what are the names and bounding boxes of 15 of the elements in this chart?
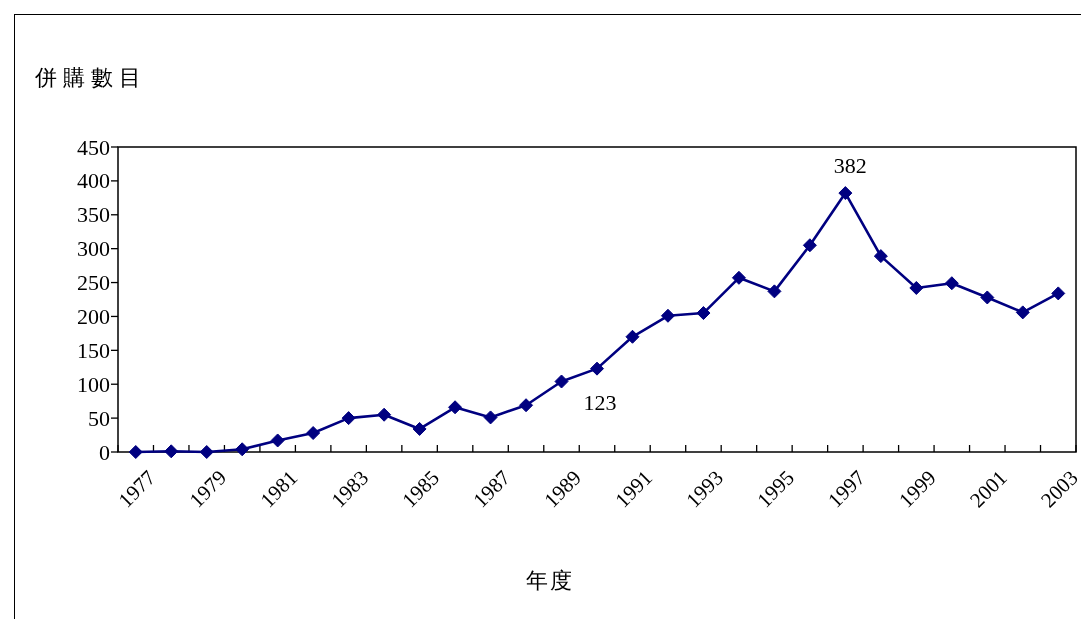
y-tick-label: 350 bbox=[77, 202, 110, 228]
y-tick-label: 250 bbox=[77, 270, 110, 296]
x-axis-title: 年度 bbox=[526, 567, 574, 593]
y-tick-label: 150 bbox=[77, 337, 110, 363]
y-tick-label: 0 bbox=[99, 439, 110, 465]
y-tick-label: 100 bbox=[77, 371, 110, 397]
y-tick-label: 200 bbox=[77, 303, 110, 329]
y-tick-label: 300 bbox=[77, 236, 110, 262]
data-label: 123 bbox=[583, 390, 617, 416]
y-axis-title: 併購數目 bbox=[35, 64, 147, 90]
y-tick-label: 450 bbox=[77, 134, 110, 160]
x-tick-label: 1991 bbox=[610, 465, 657, 513]
y-tick-label: 50 bbox=[88, 405, 110, 431]
y-tick-label: 400 bbox=[77, 168, 110, 194]
data-label: 382 bbox=[833, 152, 867, 178]
